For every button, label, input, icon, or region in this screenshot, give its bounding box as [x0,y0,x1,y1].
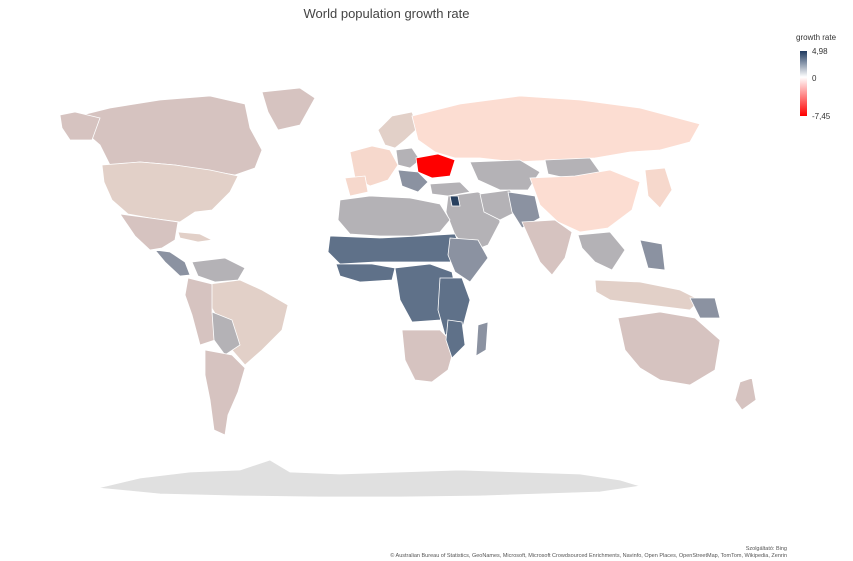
region-australia[interactable] [617,311,721,386]
region-papua[interactable] [689,297,721,319]
region-new-zealand[interactable] [734,377,757,411]
region-greenland[interactable] [261,87,316,131]
chart-title: World population growth rate [303,6,470,21]
region-bolivia-paraguay[interactable] [211,311,241,356]
region-china[interactable] [529,169,641,233]
region-andes-west[interactable] [184,277,216,346]
legend-title: growth rate [796,33,837,42]
region-india[interactable] [521,219,573,276]
region-japan-korea[interactable] [644,167,673,209]
region-iberia[interactable] [344,175,369,197]
legend-max-label: 4,98 [812,47,828,56]
region-horn-of-africa[interactable] [447,237,489,283]
region-israel-jordan[interactable] [449,195,461,207]
region-turkey[interactable] [429,181,471,197]
region-mozambique[interactable] [445,319,466,359]
region-north-africa[interactable] [337,195,451,237]
region-kazakhstan-central[interactable] [469,159,541,191]
region-argentina-chile[interactable] [204,349,246,436]
region-mexico[interactable] [119,213,179,251]
region-venezuela-guyana[interactable] [191,257,246,283]
color-legend: growth rate 4,98 0 -7,45 [796,33,848,121]
region-west-africa-coast[interactable] [335,263,396,283]
region-russia[interactable] [411,95,701,163]
region-central-america[interactable] [154,249,191,277]
map-sources-credit: © Australian Bureau of Statistics, GeoNa… [390,553,787,559]
region-central-europe[interactable] [395,147,421,169]
region-indonesia[interactable] [594,279,701,311]
region-usa[interactable] [101,161,239,223]
region-southern-africa[interactable] [401,329,456,383]
region-alaska[interactable] [59,111,101,141]
region-madagascar[interactable] [475,321,489,357]
region-sahel[interactable] [327,233,463,265]
map-provider-credit: Szolgáltató: Bing [745,546,787,552]
region-philippines[interactable] [639,239,666,271]
region-scandinavia[interactable] [377,111,419,149]
region-balkans[interactable] [397,169,429,193]
region-canada[interactable] [69,95,263,176]
region-caribbean[interactable] [177,231,214,243]
legend-mid-label: 0 [812,74,817,83]
region-ukraine[interactable] [415,153,456,179]
region-antarctica [97,459,641,498]
legend-min-label: -7,45 [812,112,831,121]
legend-gradient-bar [800,51,807,116]
region-southeast-asia[interactable] [577,231,626,271]
